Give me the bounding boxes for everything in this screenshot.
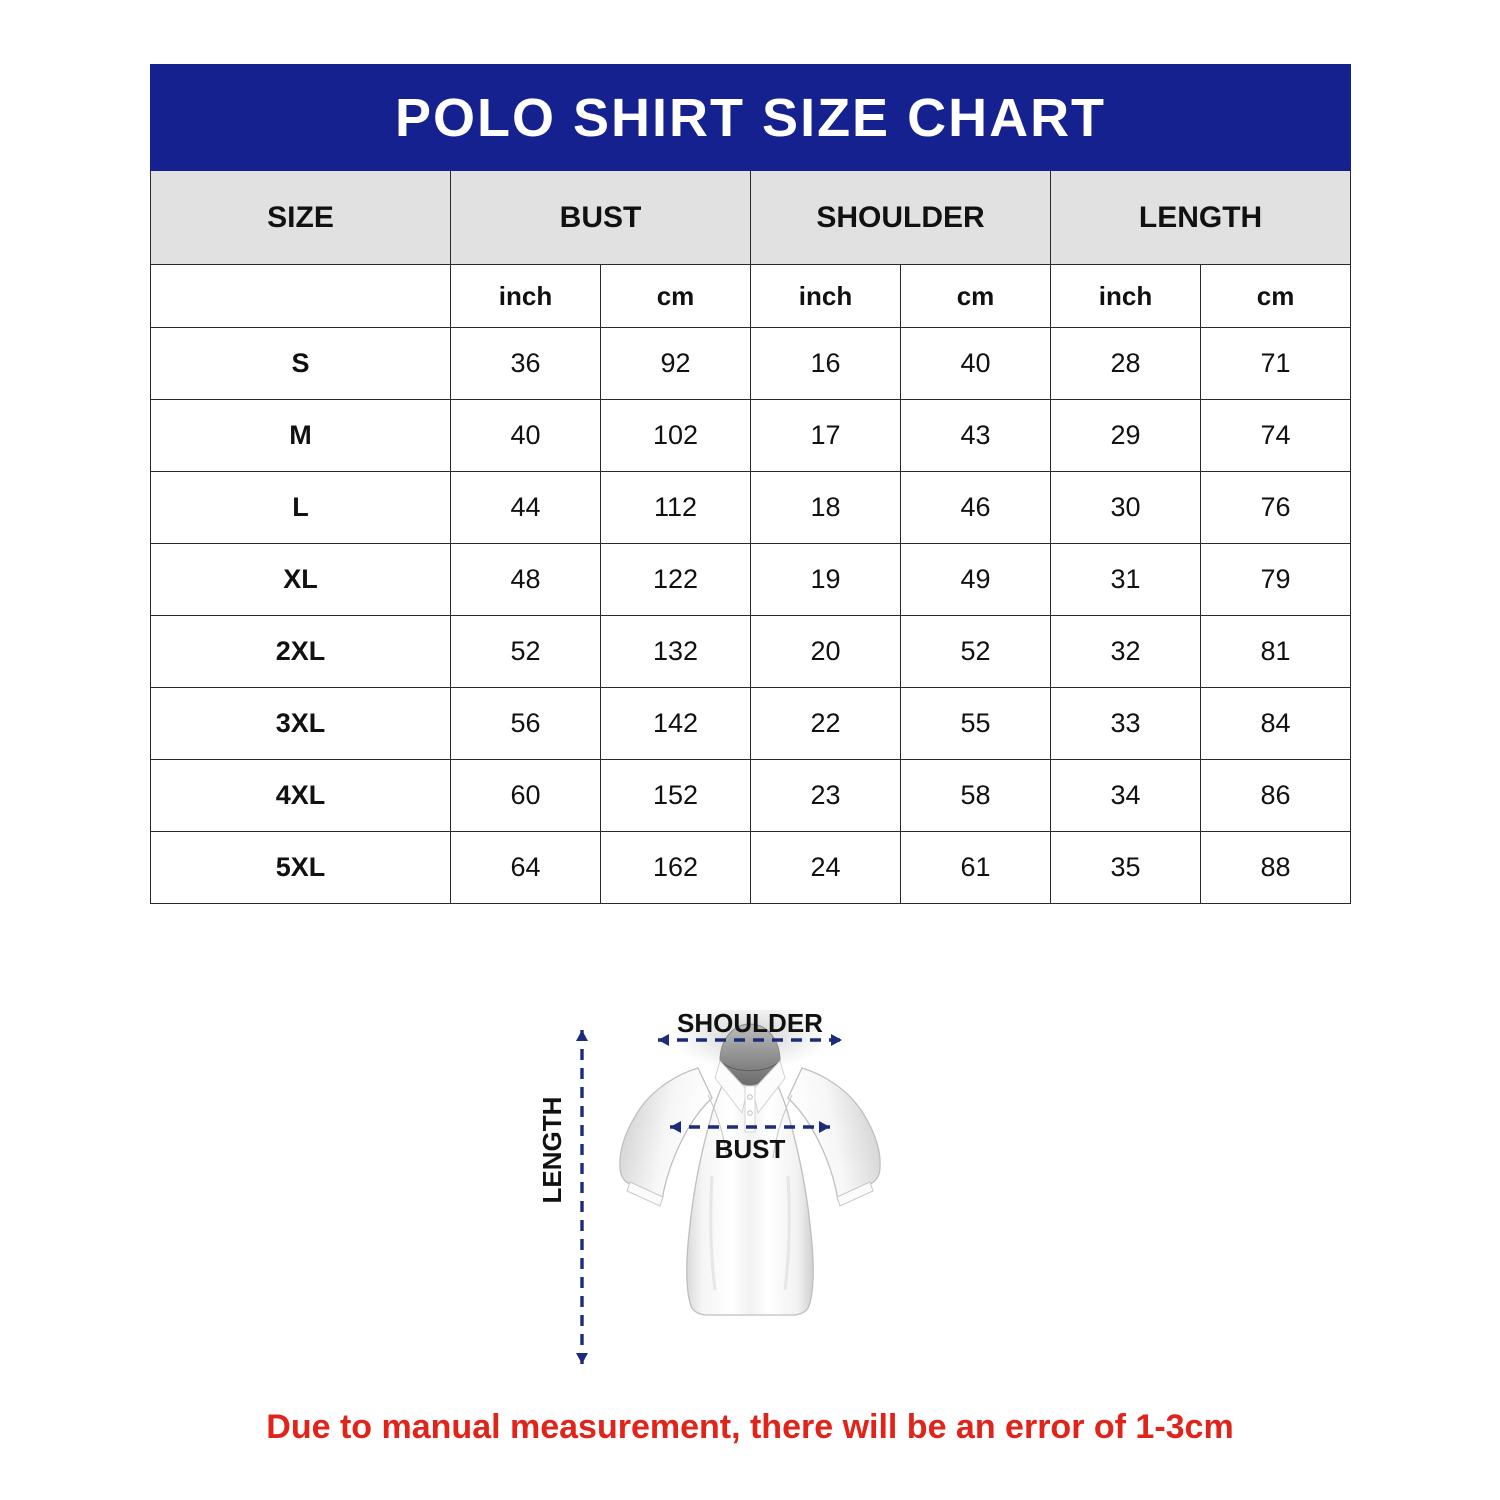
svg-text:BUST: BUST bbox=[715, 1134, 786, 1164]
svg-text:SHOULDER: SHOULDER bbox=[677, 1010, 823, 1038]
